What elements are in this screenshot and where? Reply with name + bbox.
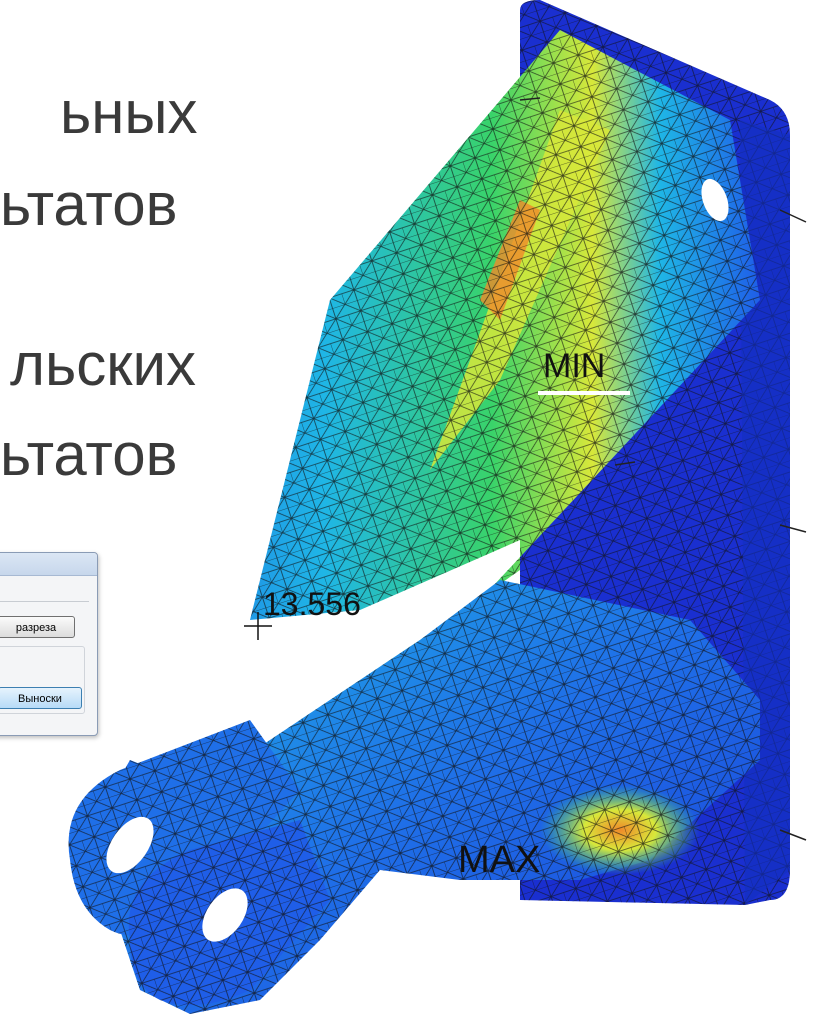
dialog-separator: [0, 601, 89, 602]
max-marker: MAX: [458, 839, 540, 881]
plate-hole-upper: [701, 178, 729, 222]
rear-lug: [128, 820, 330, 1006]
dialog-titlebar[interactable]: [0, 553, 97, 576]
dialog-button-group: Выноски: [0, 646, 85, 714]
plot-settings-dialog: разреза Выноски: [0, 552, 98, 736]
slide-text-line-4: ьтатов: [0, 421, 178, 488]
upper-arm: [90, 30, 760, 880]
load-arrows: [519, 97, 807, 841]
probe-value-label: 13.556: [263, 586, 361, 622]
min-label: MIN: [543, 347, 605, 385]
front-lug-hole: [106, 816, 154, 874]
callout-button[interactable]: Выноски: [0, 687, 82, 709]
rear-lug-hole: [202, 888, 248, 942]
section-button[interactable]: разреза: [0, 616, 75, 638]
slide-text-line-2: ьтатов: [0, 171, 178, 238]
front-lug: [68, 720, 300, 936]
probe-crosshair-icon: [244, 612, 272, 640]
max-label: MAX: [458, 839, 540, 881]
min-marker: MIN: [538, 347, 630, 395]
slide-text-line-1: ьных: [60, 79, 198, 146]
slide-text-line-3: льских: [10, 331, 197, 398]
probe-marker[interactable]: 13.556: [244, 586, 412, 640]
